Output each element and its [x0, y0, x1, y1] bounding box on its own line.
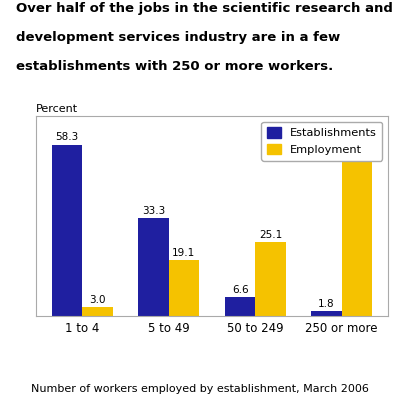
Text: Number of workers employed by establishment, March 2006: Number of workers employed by establishm… — [31, 384, 369, 394]
Bar — [342, 161, 372, 316]
Text: 25.1: 25.1 — [259, 230, 282, 240]
Bar — [52, 144, 82, 316]
Bar — [225, 296, 255, 316]
Text: 58.3: 58.3 — [56, 132, 79, 142]
Text: 3.0: 3.0 — [89, 295, 106, 305]
Text: development services industry are in a few: development services industry are in a f… — [16, 31, 340, 44]
Bar — [138, 218, 169, 316]
Text: 52.8: 52.8 — [345, 149, 368, 159]
Text: 33.3: 33.3 — [142, 206, 165, 216]
Legend: Establishments, Employment: Establishments, Employment — [261, 122, 382, 161]
Text: 1.8: 1.8 — [318, 299, 335, 309]
Bar — [312, 311, 342, 316]
Bar — [255, 242, 286, 316]
Text: 19.1: 19.1 — [172, 248, 196, 258]
Bar — [82, 307, 112, 316]
Text: 6.6: 6.6 — [232, 284, 248, 294]
Bar — [169, 260, 199, 316]
Text: Percent: Percent — [36, 104, 78, 114]
Text: establishments with 250 or more workers.: establishments with 250 or more workers. — [16, 60, 333, 74]
Text: Over half of the jobs in the scientific research and: Over half of the jobs in the scientific … — [16, 2, 393, 15]
